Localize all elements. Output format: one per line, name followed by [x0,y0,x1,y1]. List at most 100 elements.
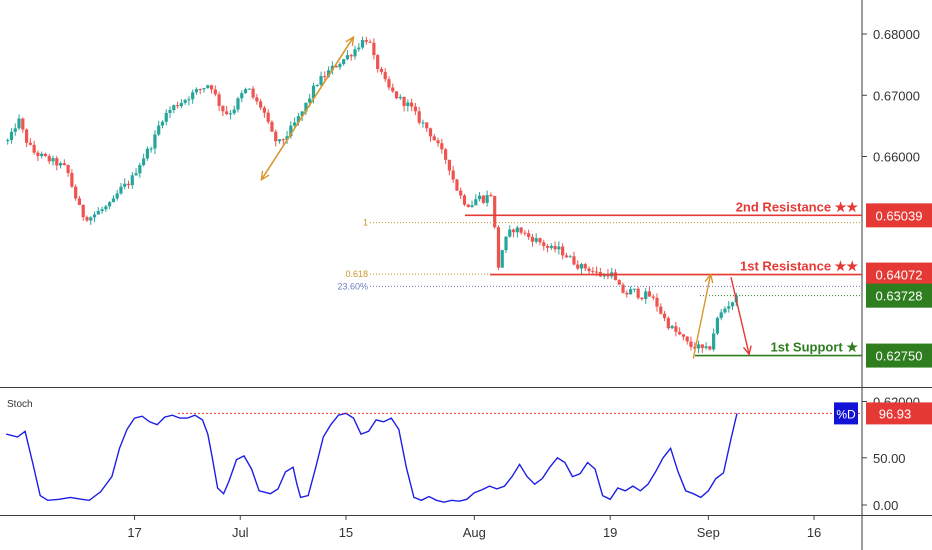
candle [500,249,504,268]
candle-body [111,198,116,203]
candle [304,102,308,116]
up-arrow-sep [692,274,712,359]
candle-body [462,195,467,205]
candle-body [334,65,338,68]
candle-body [727,306,731,309]
candle-body [236,98,240,110]
fib-level-label: 0.618 [345,269,368,279]
candle [561,243,565,260]
candle [353,45,357,60]
last-price-text: 0.63728 [876,289,923,304]
candle-body [17,118,21,129]
candle-body [40,153,44,157]
candle-body [425,122,429,129]
candle [413,103,418,115]
candle [77,196,82,206]
candle-body [428,128,433,137]
candle [489,192,493,198]
candle [674,321,678,337]
candle-body [293,122,297,126]
candle [115,189,119,201]
candle [610,267,614,279]
candle [504,236,508,254]
candle [455,178,459,192]
candle-body [357,47,361,50]
candle [444,148,448,164]
candle [119,182,123,195]
candle [417,106,421,125]
candle-body [130,175,134,186]
candle-body [364,40,368,42]
level-badge [866,203,932,228]
candle-body [104,206,108,210]
price-tick-label: 0.66000 [873,150,920,165]
candle-body [126,183,131,186]
candle-body [194,89,199,93]
stoch-value-badge [866,402,932,425]
candle-body [712,333,716,350]
candle-body [511,229,516,233]
candle [410,98,414,112]
candle [428,127,433,142]
stoch-line [6,412,738,503]
candle-body [243,89,248,94]
candle-body [579,264,584,269]
candle [511,228,516,238]
candle [719,309,723,321]
candle [187,96,191,106]
candle-body [413,106,418,112]
candle [715,316,720,336]
candle-body [715,317,720,334]
candle-body [406,102,410,106]
candle [281,138,285,145]
candle-body [55,158,59,166]
candle-body [259,101,263,108]
candle-body [300,111,304,117]
candle [243,87,248,94]
candle [398,94,402,101]
candle [655,293,659,312]
candle-body [221,105,225,112]
candle [70,169,74,189]
candle [183,98,187,105]
candle [368,39,372,43]
candle-body [372,42,376,56]
candle [123,178,127,190]
candle-body [28,142,32,145]
candle-body [296,116,300,123]
candle-body [24,129,29,143]
level-badge [866,343,932,368]
level-badge [866,262,932,287]
candle [708,345,712,351]
candle [681,333,686,341]
candle [481,194,485,204]
candle-body [674,326,678,332]
candle [191,89,195,104]
candle [576,260,580,271]
candle [376,54,380,73]
candle [164,109,168,126]
candle-body [342,59,346,65]
down-arrow-sep-head [742,345,752,356]
candle [330,61,334,75]
candle [225,105,229,116]
candle [387,76,391,91]
candle-body [613,272,618,281]
candle-body [572,256,576,265]
candle [236,96,240,113]
time-tick-label: 15 [339,525,353,540]
candle-body [319,76,323,85]
candle-body [153,134,157,149]
candle-body [74,186,78,199]
candle [379,66,384,75]
candle [564,252,569,258]
candle-body [323,76,327,78]
candle-body [289,125,293,137]
candle-body [568,256,572,258]
level-badge-text: 0.62750 [876,349,923,364]
stoch-series: %D 96.93 [6,402,932,503]
candle [493,195,497,229]
candle-body [266,112,270,122]
candle-body [274,131,278,142]
candle [727,301,731,313]
